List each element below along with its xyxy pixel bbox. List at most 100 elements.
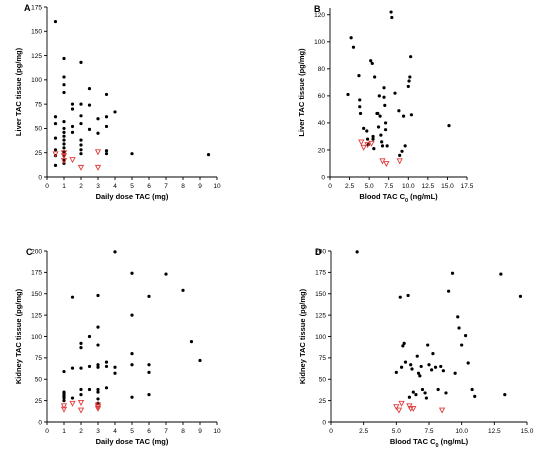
panel-letter: A: [24, 3, 31, 13]
data-point: [419, 364, 423, 369]
x-tick-label: 0: [329, 428, 333, 435]
data-point: [130, 395, 134, 399]
data-point-triangle: [94, 149, 102, 156]
data-point: [62, 75, 66, 79]
y-tick-label: 75: [35, 101, 43, 108]
data-point: [79, 143, 83, 147]
data-point: [436, 387, 440, 392]
data-point: [399, 365, 404, 369]
x-tick-label: 7.5: [424, 428, 433, 435]
x-tick-label: 4: [113, 183, 117, 190]
data-point: [406, 84, 410, 89]
data-point: [130, 313, 134, 317]
x-tick-label: 12.5: [488, 428, 501, 435]
data-point: [376, 111, 380, 116]
data-point: [450, 271, 455, 275]
data-point-triangle: [94, 404, 102, 411]
data-point: [355, 250, 359, 254]
data-point: [441, 369, 445, 373]
y-tick-label: 100: [31, 334, 42, 341]
y-tick-label: 0: [38, 419, 42, 426]
data-point-triangle: [393, 404, 400, 411]
x-tick-label: 0: [328, 183, 332, 190]
data-point: [371, 134, 375, 139]
data-point: [79, 366, 83, 370]
data-point: [206, 153, 211, 157]
data-point-triangle: [398, 400, 405, 407]
x-tick-label: 10: [213, 183, 221, 190]
data-point: [390, 15, 394, 20]
x-tick-label: 0: [45, 428, 49, 435]
data-point: [113, 371, 117, 375]
data-point: [104, 364, 109, 369]
y-tick-label: 175: [315, 270, 326, 277]
y-tick-label: 50: [35, 377, 43, 384]
x-tick-label: 6: [147, 428, 151, 435]
x-tick-label: 9: [198, 428, 202, 435]
data-point: [424, 396, 428, 400]
data-point: [62, 396, 66, 400]
y-axis-label: Kidney TAC tissue (pg/mg): [298, 288, 307, 384]
data-point-triangle: [52, 151, 59, 158]
data-point: [349, 36, 353, 40]
y-tick-label: 100: [314, 39, 325, 46]
data-point: [383, 128, 388, 132]
data-point: [62, 399, 66, 403]
y-tick-label: 40: [318, 120, 326, 127]
data-point: [53, 148, 58, 152]
data-point: [130, 152, 134, 156]
y-tick-label: 0: [321, 174, 325, 181]
x-axis-label-unit: (ng/mL): [439, 437, 469, 446]
data-point-triangle: [438, 407, 446, 414]
data-point: [358, 105, 362, 109]
data-point: [400, 149, 404, 153]
y-tick-label: 25: [35, 150, 43, 157]
data-point: [79, 114, 83, 118]
data-point: [79, 121, 83, 126]
x-tick-label: 9: [198, 183, 202, 190]
y-tick-label: 0: [38, 174, 42, 181]
data-point: [365, 129, 369, 133]
data-point: [457, 326, 461, 330]
axes: [328, 250, 528, 425]
data-point: [416, 371, 421, 375]
y-tick-label: 75: [319, 355, 327, 362]
data-point: [372, 147, 376, 151]
x-tick-label: 10: [213, 428, 221, 435]
data-point: [87, 103, 92, 107]
data-point: [397, 109, 401, 113]
data-point: [113, 110, 117, 114]
data-point: [96, 397, 100, 401]
data-point: [365, 137, 370, 141]
x-tick-label: 1: [62, 428, 66, 435]
axes: [327, 8, 468, 180]
x-tick-label: 5.0: [365, 183, 374, 190]
data-point-triangle: [94, 164, 102, 171]
data-point: [53, 163, 58, 167]
panel-letter: D: [315, 247, 322, 257]
data-point: [447, 124, 451, 128]
data-point: [409, 113, 414, 117]
data-point: [407, 395, 411, 399]
data-point: [433, 365, 438, 369]
data-point: [147, 393, 151, 397]
data-point: [444, 391, 448, 395]
data-point: [389, 10, 393, 14]
data-point-triangle: [360, 144, 367, 151]
data-point: [70, 295, 75, 299]
y-tick-label: 75: [35, 355, 43, 362]
x-tick-label: 2: [79, 183, 83, 190]
data-point: [53, 121, 58, 126]
data-point: [198, 358, 202, 363]
data-point: [503, 393, 507, 397]
series-dots: [355, 250, 523, 400]
data-point-triangle: [94, 402, 102, 409]
data-point: [401, 114, 406, 118]
data-point-triangle: [60, 403, 68, 410]
data-point: [420, 387, 425, 392]
data-point: [96, 365, 100, 369]
data-point: [382, 95, 386, 99]
data-point: [87, 334, 92, 339]
data-point-triangle: [77, 399, 85, 406]
